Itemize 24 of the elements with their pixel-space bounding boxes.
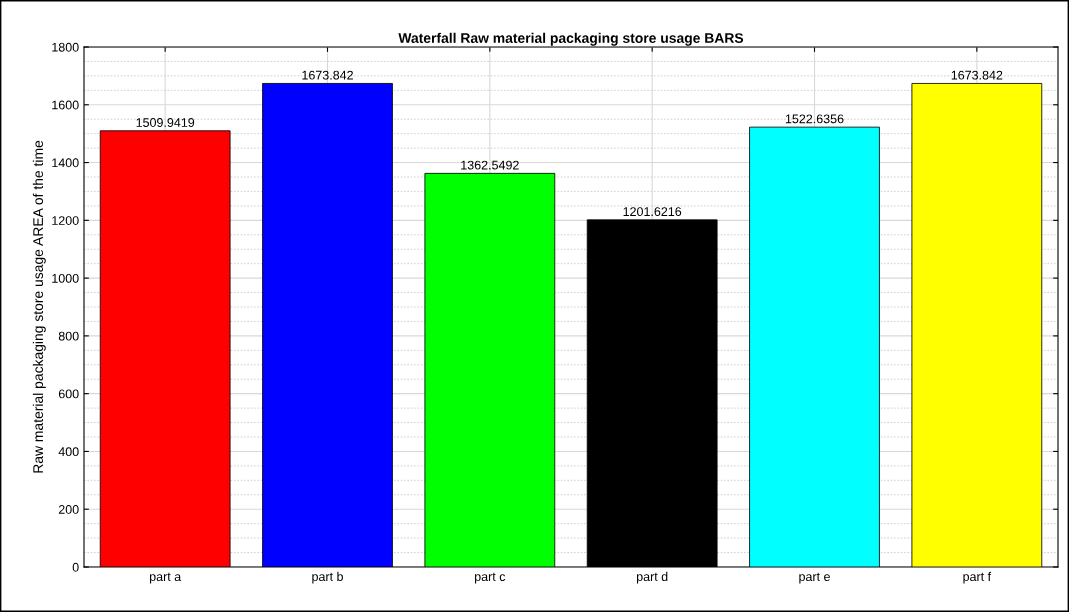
y-tick-label: 1800 bbox=[52, 42, 79, 52]
y-tick-label: 1200 bbox=[52, 216, 79, 225]
x-tick-label: part d bbox=[636, 571, 668, 584]
y-tick-label: 0 bbox=[72, 562, 79, 572]
x-tick-label: part f bbox=[963, 571, 992, 584]
y-tick-label: 1000 bbox=[52, 273, 79, 283]
data-label: 1673.842 bbox=[302, 70, 353, 80]
data-label: 1522.6356 bbox=[785, 114, 844, 124]
x-tick-label: part c bbox=[475, 572, 506, 584]
y-tick-label: 400 bbox=[58, 447, 79, 457]
x-tick-label: part a bbox=[149, 572, 182, 584]
data-label: 1673.842 bbox=[951, 70, 1003, 80]
y-tick-label: 1600 bbox=[52, 100, 79, 110]
x-tick-label: part b bbox=[312, 571, 343, 584]
y-axis-title: Raw material packaging store usage AREA of the time bbox=[32, 140, 46, 473]
data-label: 1509.9419 bbox=[136, 118, 195, 127]
chart-title: Waterfall Raw material packaging store usage BARS bbox=[398, 32, 744, 46]
y-tick-label: 600 bbox=[58, 389, 79, 399]
y-tick-label: 800 bbox=[58, 331, 79, 341]
y-tick-label: 200 bbox=[58, 505, 79, 514]
data-label: 1201.6216 bbox=[623, 207, 682, 217]
x-tick-label: part e bbox=[799, 572, 830, 584]
data-label: 1362.5492 bbox=[461, 160, 519, 170]
y-tick-label: 1400 bbox=[52, 158, 79, 168]
